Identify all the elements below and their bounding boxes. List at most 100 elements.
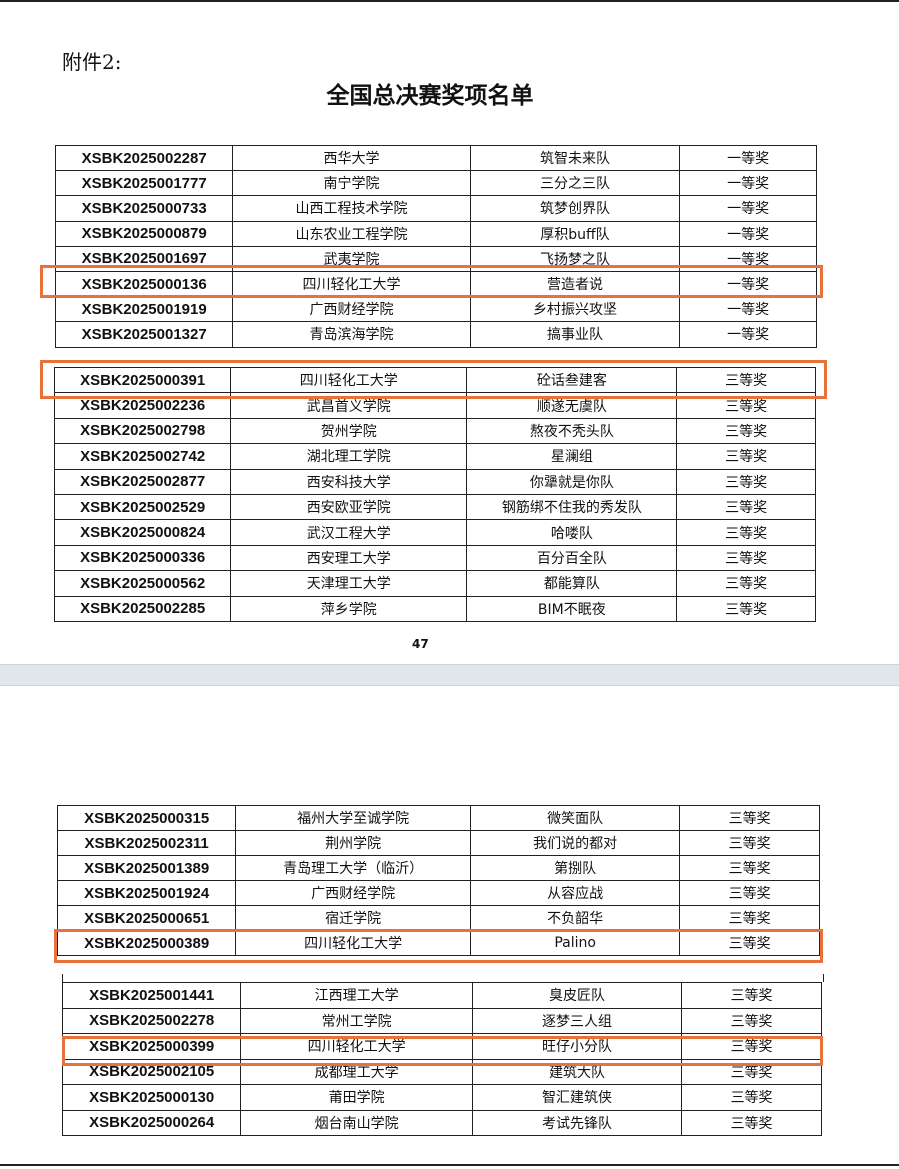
school-name: 西安理工大学 <box>230 544 468 572</box>
school-name: 西华大学 <box>232 144 471 172</box>
table-row: XSBK2025002285 萍乡学院 BIM不眠夜 三等奖 <box>53 595 816 622</box>
award-level: 三等奖 <box>679 855 820 881</box>
table-row: XSBK2025002798 贺州学院 熬夜不秃头队 三等奖 <box>53 417 816 445</box>
team-name: 从容应战 <box>469 880 681 906</box>
award-id: XSBK2025000315 <box>56 805 237 831</box>
team-name: 逐梦三人组 <box>471 1007 683 1034</box>
school-name: 莆田学院 <box>240 1084 473 1111</box>
highlight-box <box>62 1036 823 1066</box>
award-level: 一等奖 <box>679 195 817 222</box>
team-name: 不负韶华 <box>469 905 681 931</box>
award-id: XSBK2025002529 <box>53 493 232 521</box>
team-name: 钢筋绑不住我的秀发队 <box>466 493 678 521</box>
school-name: 荆州学院 <box>235 830 471 856</box>
award-level: 一等奖 <box>679 321 817 348</box>
team-name: 我们说的都对 <box>469 830 681 856</box>
highlight-box <box>40 265 823 298</box>
team-name: 臭皮匠队 <box>471 982 683 1009</box>
award-level: 三等奖 <box>676 595 816 622</box>
award-id: XSBK2025001777 <box>54 170 234 197</box>
table-row: XSBK2025000336 西安理工大学 百分百全队 三等奖 <box>53 544 816 572</box>
top-border <box>0 0 899 2</box>
page-title: 全国总决赛奖项名单 <box>326 83 534 109</box>
team-name: 三分之三队 <box>469 170 681 197</box>
team-name: 厚积buff队 <box>469 220 681 247</box>
award-level: 一等奖 <box>679 270 817 298</box>
school-name: 山东农业工程学院 <box>232 220 471 247</box>
award-id: XSBK2025000264 <box>61 1109 242 1136</box>
bottom-border <box>0 1164 899 1166</box>
team-name: 智汇建筑侠 <box>471 1084 683 1111</box>
school-name: 萍乡学院 <box>230 595 468 622</box>
award-id: XSBK2025002105 <box>61 1058 242 1085</box>
award-id: XSBK2025002311 <box>56 830 237 856</box>
table-row: XSBK2025001777 南宁学院 三分之三队 一等奖 <box>54 170 817 197</box>
team-name: 搞事业队 <box>469 321 681 348</box>
table-row: XSBK2025000562 天津理工大学 都能算队 三等奖 <box>53 570 816 597</box>
table-row: XSBK2025002311 荆州学院 我们说的都对 三等奖 <box>56 830 820 856</box>
award-id: XSBK2025000733 <box>54 195 234 222</box>
school-name: 宿迁学院 <box>235 905 471 931</box>
highlight-box <box>54 929 823 963</box>
school-name: 山西工程技术学院 <box>232 195 471 222</box>
cut-row-fragment <box>62 974 824 982</box>
award-id: XSBK2025002798 <box>53 417 232 445</box>
school-name: 烟台南山学院 <box>240 1109 473 1136</box>
school-name: 福州大学至诚学院 <box>235 805 471 831</box>
table-row: XSBK2025002278 常州工学院 逐梦三人组 三等奖 <box>61 1007 822 1034</box>
school-name: 西安欧亚学院 <box>230 493 468 521</box>
page-number: 47 <box>412 637 429 651</box>
award-level: 一等奖 <box>679 220 817 247</box>
table-row: XSBK2025000879 山东农业工程学院 厚积buff队 一等奖 <box>54 220 817 247</box>
table-row: XSBK2025000315 福州大学至诚学院 微笑面队 三等奖 <box>56 805 820 831</box>
school-name: 青岛理工大学（临沂） <box>235 855 471 881</box>
school-name: 成都理工大学 <box>240 1058 473 1085</box>
table-row: XSBK2025000391 四川轻化工大学 砼话叁建客 三等奖 <box>53 366 816 394</box>
table-row: XSBK2025002529 西安欧亚学院 钢筋绑不住我的秀发队 三等奖 <box>53 493 816 521</box>
table-row: XSBK2025000651 宿迁学院 不负韶华 三等奖 <box>56 905 820 931</box>
table-row: XSBK2025000130 莆田学院 智汇建筑侠 三等奖 <box>61 1084 822 1111</box>
team-name: 营造者说 <box>469 270 681 298</box>
page-separator <box>0 664 899 686</box>
award-level: 三等奖 <box>681 1084 822 1111</box>
award-id: XSBK2025001389 <box>56 855 237 881</box>
award-id: XSBK2025000651 <box>56 905 237 931</box>
award-level: 三等奖 <box>676 544 816 572</box>
school-name: 江西理工大学 <box>240 982 473 1009</box>
school-name: 武汉工程大学 <box>230 519 468 546</box>
school-name: 西安科技大学 <box>230 468 468 495</box>
team-name: BIM不眠夜 <box>466 595 678 622</box>
award-id: XSBK2025000562 <box>53 570 232 597</box>
school-name: 青岛滨海学院 <box>232 321 471 348</box>
table-row: XSBK2025002742 湖北理工学院 星澜组 三等奖 <box>53 443 816 470</box>
award-id: XSBK2025002287 <box>54 144 234 172</box>
table-row: XSBK2025001924 广西财经学院 从容应战 三等奖 <box>56 880 820 906</box>
table-row: XSBK2025002287 西华大学 筑智未来队 一等奖 <box>54 144 817 172</box>
team-name: 百分百全队 <box>466 544 678 572</box>
team-name: 星澜组 <box>466 443 678 470</box>
award-id: XSBK2025000391 <box>53 366 232 394</box>
table-row: XSBK2025000136 四川轻化工大学 营造者说 一等奖 <box>54 270 817 298</box>
award-table-first-prize: XSBK2025002287 西华大学 筑智未来队 一等奖 XSBK2025001777… <box>54 144 817 348</box>
school-name: 贺州学院 <box>230 417 468 445</box>
award-level: 三等奖 <box>679 880 820 906</box>
team-name: 你犟就是你队 <box>466 468 678 495</box>
award-level: 一等奖 <box>679 296 817 323</box>
award-id: XSBK2025000136 <box>54 270 234 298</box>
award-level: 三等奖 <box>681 1058 822 1085</box>
award-id: XSBK2025002742 <box>53 443 232 470</box>
table-row: XSBK2025000824 武汉工程大学 哈喽队 三等奖 <box>53 519 816 546</box>
award-id: XSBK2025000389 <box>56 930 237 956</box>
award-level: 一等奖 <box>679 144 817 172</box>
school-name: 广西财经学院 <box>235 880 471 906</box>
award-level: 三等奖 <box>676 493 816 521</box>
award-level: 三等奖 <box>679 830 820 856</box>
team-name: 熬夜不秃头队 <box>466 417 678 445</box>
table-row: XSBK2025000264 烟台南山学院 考试先锋队 三等奖 <box>61 1109 822 1136</box>
award-id: XSBK2025000130 <box>61 1084 242 1111</box>
table-row: XSBK2025001389 青岛理工大学（临沂） 第捌队 三等奖 <box>56 855 820 881</box>
award-id: XSBK2025002877 <box>53 468 232 495</box>
table-row: XSBK2025001441 江西理工大学 臭皮匠队 三等奖 <box>61 982 822 1009</box>
award-level: 三等奖 <box>676 519 816 546</box>
